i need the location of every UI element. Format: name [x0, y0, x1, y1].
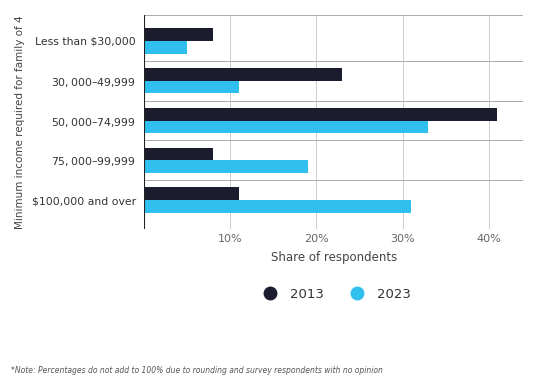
Bar [144, 81, 239, 93]
Y-axis label: Minimum income required for family of 4: Minimum income required for family of 4 [15, 15, 25, 229]
Bar [144, 120, 428, 133]
Legend: 2013, 2023: 2013, 2023 [252, 282, 416, 306]
Bar [144, 108, 497, 120]
Bar [144, 188, 239, 200]
Bar [144, 200, 411, 213]
Bar [144, 28, 213, 41]
Bar [144, 41, 187, 54]
Bar [144, 160, 308, 173]
Bar [144, 68, 342, 81]
Text: *Note: Percentages do not add to 100% due to rounding and survey respondents wit: *Note: Percentages do not add to 100% du… [11, 366, 383, 375]
X-axis label: Share of respondents: Share of respondents [271, 251, 397, 264]
Bar [144, 148, 213, 160]
